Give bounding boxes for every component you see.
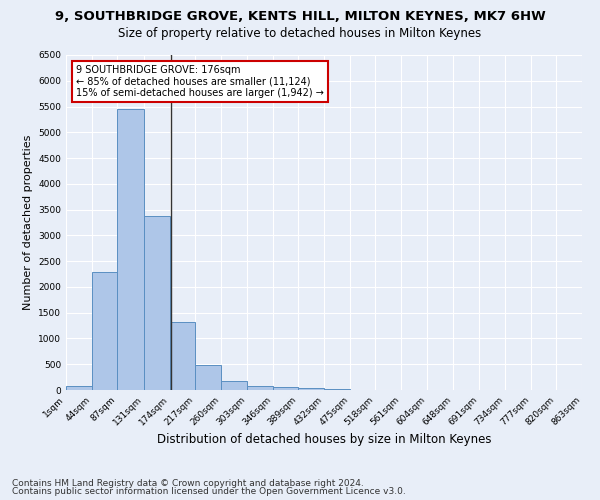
Text: 9 SOUTHBRIDGE GROVE: 176sqm
← 85% of detached houses are smaller (11,124)
15% of: 9 SOUTHBRIDGE GROVE: 176sqm ← 85% of det… — [76, 65, 324, 98]
Bar — [324, 389, 350, 390]
Text: Contains HM Land Registry data © Crown copyright and database right 2024.: Contains HM Land Registry data © Crown c… — [12, 478, 364, 488]
Text: Contains public sector information licensed under the Open Government Licence v3: Contains public sector information licen… — [12, 487, 406, 496]
Bar — [118, 109, 144, 390]
Bar — [298, 388, 324, 390]
Bar — [66, 386, 92, 390]
X-axis label: Distribution of detached houses by size in Milton Keynes: Distribution of detached houses by size … — [157, 432, 491, 446]
Y-axis label: Number of detached properties: Number of detached properties — [23, 135, 32, 310]
Text: Size of property relative to detached houses in Milton Keynes: Size of property relative to detached ho… — [118, 28, 482, 40]
Bar — [170, 322, 195, 390]
Bar — [272, 387, 298, 390]
Text: 9, SOUTHBRIDGE GROVE, KENTS HILL, MILTON KEYNES, MK7 6HW: 9, SOUTHBRIDGE GROVE, KENTS HILL, MILTON… — [55, 10, 545, 23]
Bar — [195, 364, 221, 390]
Bar — [144, 216, 170, 390]
Bar — [247, 386, 272, 390]
Bar — [92, 272, 118, 390]
Bar — [221, 382, 247, 390]
